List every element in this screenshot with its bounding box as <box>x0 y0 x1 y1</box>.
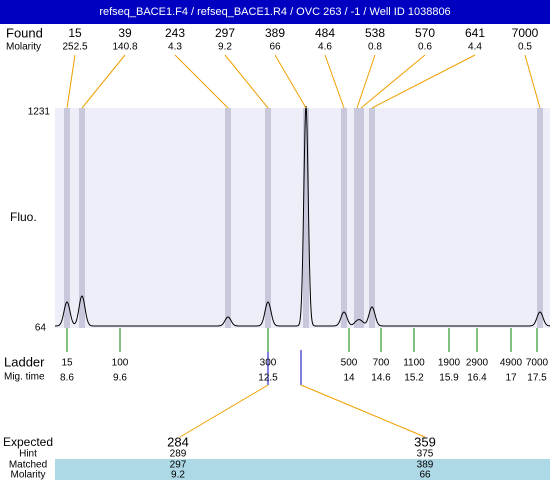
peak-link <box>174 54 229 109</box>
ladder-size: 15 <box>61 358 73 369</box>
peak-size: 39 <box>118 26 132 40</box>
peak-size: 7000 <box>512 26 539 40</box>
peak-molarity: 0.8 <box>368 42 382 53</box>
peak-size: 243 <box>165 26 185 40</box>
peak-molarity: 0.5 <box>518 42 532 53</box>
matched-band <box>55 459 550 480</box>
peak-band <box>64 108 70 328</box>
mig-time: 15.9 <box>439 373 459 384</box>
peak-molarity: 140.8 <box>112 42 137 53</box>
ladder-size: 500 <box>341 358 358 369</box>
peak-link <box>66 54 76 109</box>
peak-molarity: 4.4 <box>468 42 482 53</box>
peak-band <box>225 108 231 328</box>
expected-matched: 389 <box>417 460 434 471</box>
expected-expected: 359 <box>414 434 436 449</box>
expected-hint: 289 <box>170 449 187 460</box>
expected-molarity: 66 <box>419 470 431 480</box>
expected-matched: 297 <box>170 460 187 471</box>
peak-link <box>371 54 476 109</box>
mig-time: 9.6 <box>113 373 127 384</box>
mig-time: 8.6 <box>60 373 74 384</box>
expected-row-label: Matched <box>9 460 47 471</box>
plot-area <box>55 108 550 328</box>
peak-molarity: 4.6 <box>318 42 332 53</box>
peak-link <box>224 54 269 109</box>
peak-size: 484 <box>315 26 335 40</box>
peak-band <box>369 108 375 328</box>
peak-link <box>81 54 126 109</box>
expected-expected: 284 <box>167 434 189 449</box>
mig-time: 17 <box>505 373 517 384</box>
expected-molarity: 9.2 <box>171 470 185 480</box>
y-min: 64 <box>35 323 47 334</box>
expected-row-label: Hint <box>19 449 37 460</box>
molarity-label: Molarity <box>6 42 41 53</box>
peak-band <box>354 108 360 328</box>
peak-band <box>265 108 271 328</box>
expected-row-label: Molarity <box>10 470 45 480</box>
mig-time: 14 <box>343 373 355 384</box>
found-label: Found <box>6 25 43 40</box>
peak-size: 570 <box>415 26 435 40</box>
peak-molarity: 66 <box>269 42 281 53</box>
title: refseq_BACE1.F4 / refseq_BACE1.R4 / OVC … <box>99 6 450 18</box>
title-bar <box>0 0 550 24</box>
ladder-size: 700 <box>373 358 390 369</box>
peak-band <box>341 108 347 328</box>
peak-link <box>324 54 345 109</box>
peak-size: 297 <box>215 26 235 40</box>
peak-size: 389 <box>265 26 285 40</box>
mig-time: 14.6 <box>371 373 391 384</box>
ladder-label: Ladder <box>4 354 45 369</box>
peak-link <box>524 54 541 109</box>
peak-band <box>358 108 364 328</box>
match-link <box>300 384 426 438</box>
peak-link <box>360 54 426 109</box>
ladder-size: 2900 <box>466 358 489 369</box>
ladder-size: 7000 <box>526 358 549 369</box>
y-max: 1231 <box>28 107 51 118</box>
peak-link <box>356 54 376 109</box>
mig-time: 16.4 <box>467 373 487 384</box>
peak-band <box>537 108 543 328</box>
peak-molarity: 9.2 <box>218 42 232 53</box>
peak-band <box>303 108 309 328</box>
trace <box>55 105 550 327</box>
peak-size: 538 <box>365 26 385 40</box>
ladder-size: 300 <box>260 358 277 369</box>
peak-band <box>79 108 85 328</box>
peak-molarity: 4.3 <box>168 42 182 53</box>
expected-hint: 375 <box>417 449 434 460</box>
ladder-size: 4900 <box>500 358 523 369</box>
peak-link <box>274 54 307 109</box>
ladder-size: 1100 <box>403 358 425 369</box>
expected-row-label: Expected <box>3 435 53 449</box>
peak-size: 15 <box>68 26 82 40</box>
mig-time-label: Mig. time <box>4 372 45 383</box>
mig-time: 15.2 <box>404 373 424 384</box>
mig-time: 17.5 <box>527 373 547 384</box>
mig-time: 12.5 <box>258 373 278 384</box>
ladder-size: 100 <box>112 358 129 369</box>
match-link <box>179 384 269 438</box>
peak-molarity: 252.5 <box>62 42 87 53</box>
peak-size: 641 <box>465 26 485 40</box>
peak-molarity: 0.6 <box>418 42 432 53</box>
ladder-size: 1900 <box>438 358 461 369</box>
y-axis-label: Fluo. <box>10 210 37 224</box>
